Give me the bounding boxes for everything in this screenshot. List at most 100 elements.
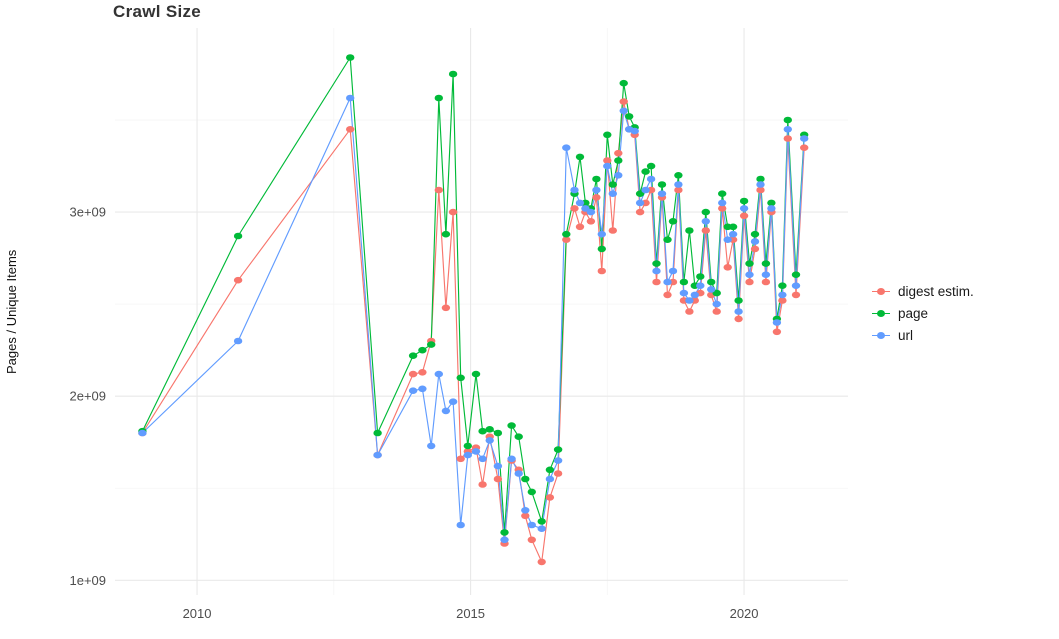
- data-point-page: [701, 208, 710, 216]
- data-point-url: [434, 370, 443, 378]
- data-point-digest-estim-: [346, 126, 355, 133]
- legend-dot-swatch: [877, 310, 885, 317]
- data-point-page: [553, 446, 563, 453]
- data-point-page: [778, 282, 787, 290]
- data-point-url: [646, 175, 656, 183]
- data-point-page: [663, 236, 672, 243]
- data-point-page: [707, 278, 716, 286]
- data-point-page: [441, 230, 451, 238]
- data-point-digest-estim-: [701, 227, 710, 234]
- data-point-url: [592, 186, 601, 194]
- data-point-digest-estim-: [772, 328, 782, 336]
- data-point-digest-estim-: [745, 278, 754, 286]
- data-point-digest-estim-: [603, 157, 612, 164]
- data-point-url: [346, 94, 355, 102]
- data-point-url: [527, 521, 536, 529]
- data-point-page: [652, 260, 661, 267]
- data-point-page: [597, 245, 606, 253]
- data-point-url: [562, 144, 571, 151]
- x-tick-label: 2015: [456, 606, 485, 621]
- data-point-digest-estim-: [778, 297, 787, 304]
- legend: digest estim. page url: [872, 284, 974, 343]
- data-point-digest-estim-: [723, 264, 732, 271]
- data-point-url: [581, 205, 590, 212]
- data-point-url: [756, 181, 765, 188]
- data-point-url: [657, 190, 667, 197]
- data-point-digest-estim-: [434, 186, 443, 194]
- data-point-page: [679, 278, 689, 286]
- legend-label-page: page: [898, 306, 929, 321]
- data-point-digest-estim-: [592, 194, 601, 201]
- data-point-digest-estim-: [448, 208, 458, 216]
- data-point-url: [537, 525, 546, 532]
- data-point-url: [608, 190, 617, 197]
- y-tick-label: 1e+09: [69, 573, 106, 588]
- data-point-url: [728, 230, 738, 238]
- data-point-url: [448, 398, 458, 406]
- data-point-digest-estim-: [761, 278, 771, 286]
- data-point-digest-estim-: [586, 218, 596, 225]
- data-point-page: [434, 94, 443, 102]
- data-point-digest-estim-: [478, 481, 487, 488]
- data-point-page: [514, 433, 523, 441]
- data-point-url: [663, 278, 672, 286]
- data-point-digest-estim-: [619, 98, 628, 105]
- data-point-url: [597, 230, 606, 238]
- x-tick-label: 2020: [730, 606, 759, 621]
- data-point-page: [696, 273, 705, 280]
- data-point-page: [463, 442, 472, 450]
- data-point-page: [608, 181, 617, 188]
- data-point-page: [739, 197, 749, 205]
- data-point-url: [485, 437, 494, 444]
- data-point-url: [603, 162, 612, 170]
- data-point-page: [657, 181, 667, 188]
- data-point-page: [521, 475, 530, 483]
- data-point-url: [500, 536, 509, 544]
- data-point-url: [718, 199, 727, 207]
- data-point-url: [471, 448, 481, 455]
- x-tick-label: 2010: [183, 606, 212, 621]
- data-point-digest-estim-: [545, 494, 555, 501]
- data-point-page: [427, 341, 436, 348]
- data-point-url: [791, 282, 801, 290]
- data-point-url: [750, 238, 760, 245]
- legend-item-url: url: [872, 328, 974, 343]
- data-point-digest-estim-: [408, 370, 418, 378]
- legend-dot-swatch: [877, 288, 885, 295]
- data-point-page: [448, 70, 458, 78]
- data-point-digest-estim-: [521, 512, 530, 520]
- data-point-url: [739, 205, 749, 212]
- data-point-page: [373, 429, 382, 437]
- data-point-url: [478, 455, 487, 463]
- series-line-page: [141, 56, 805, 533]
- data-point-digest-estim-: [756, 186, 765, 194]
- data-point-url: [783, 126, 792, 133]
- data-point-digest-estim-: [674, 186, 683, 194]
- y-tick-label: 2e+09: [69, 389, 106, 404]
- data-point-digest-estim-: [575, 223, 585, 231]
- data-point-page: [728, 223, 738, 231]
- data-point-digest-estim-: [750, 245, 760, 253]
- series-line-digest-estim-: [141, 101, 805, 563]
- data-point-digest-estim-: [685, 308, 694, 315]
- legend-key-url: [872, 329, 890, 343]
- data-point-url: [734, 308, 743, 315]
- data-point-digest-estim-: [527, 536, 536, 544]
- data-point-digest-estim-: [800, 144, 809, 151]
- data-point-digest-estim-: [418, 369, 427, 376]
- data-point-url: [641, 186, 650, 194]
- data-point-url: [373, 451, 382, 459]
- data-point-digest-estim-: [597, 267, 606, 275]
- data-point-digest-estim-: [493, 475, 503, 483]
- data-point-page: [456, 374, 465, 382]
- data-point-page: [545, 466, 555, 474]
- data-point-digest-estim-: [783, 135, 792, 142]
- data-point-page: [635, 190, 645, 197]
- data-point-url: [233, 337, 243, 345]
- data-point-page: [485, 426, 494, 433]
- data-point-page: [478, 427, 487, 435]
- data-point-page: [507, 422, 516, 429]
- data-point-url: [800, 135, 809, 142]
